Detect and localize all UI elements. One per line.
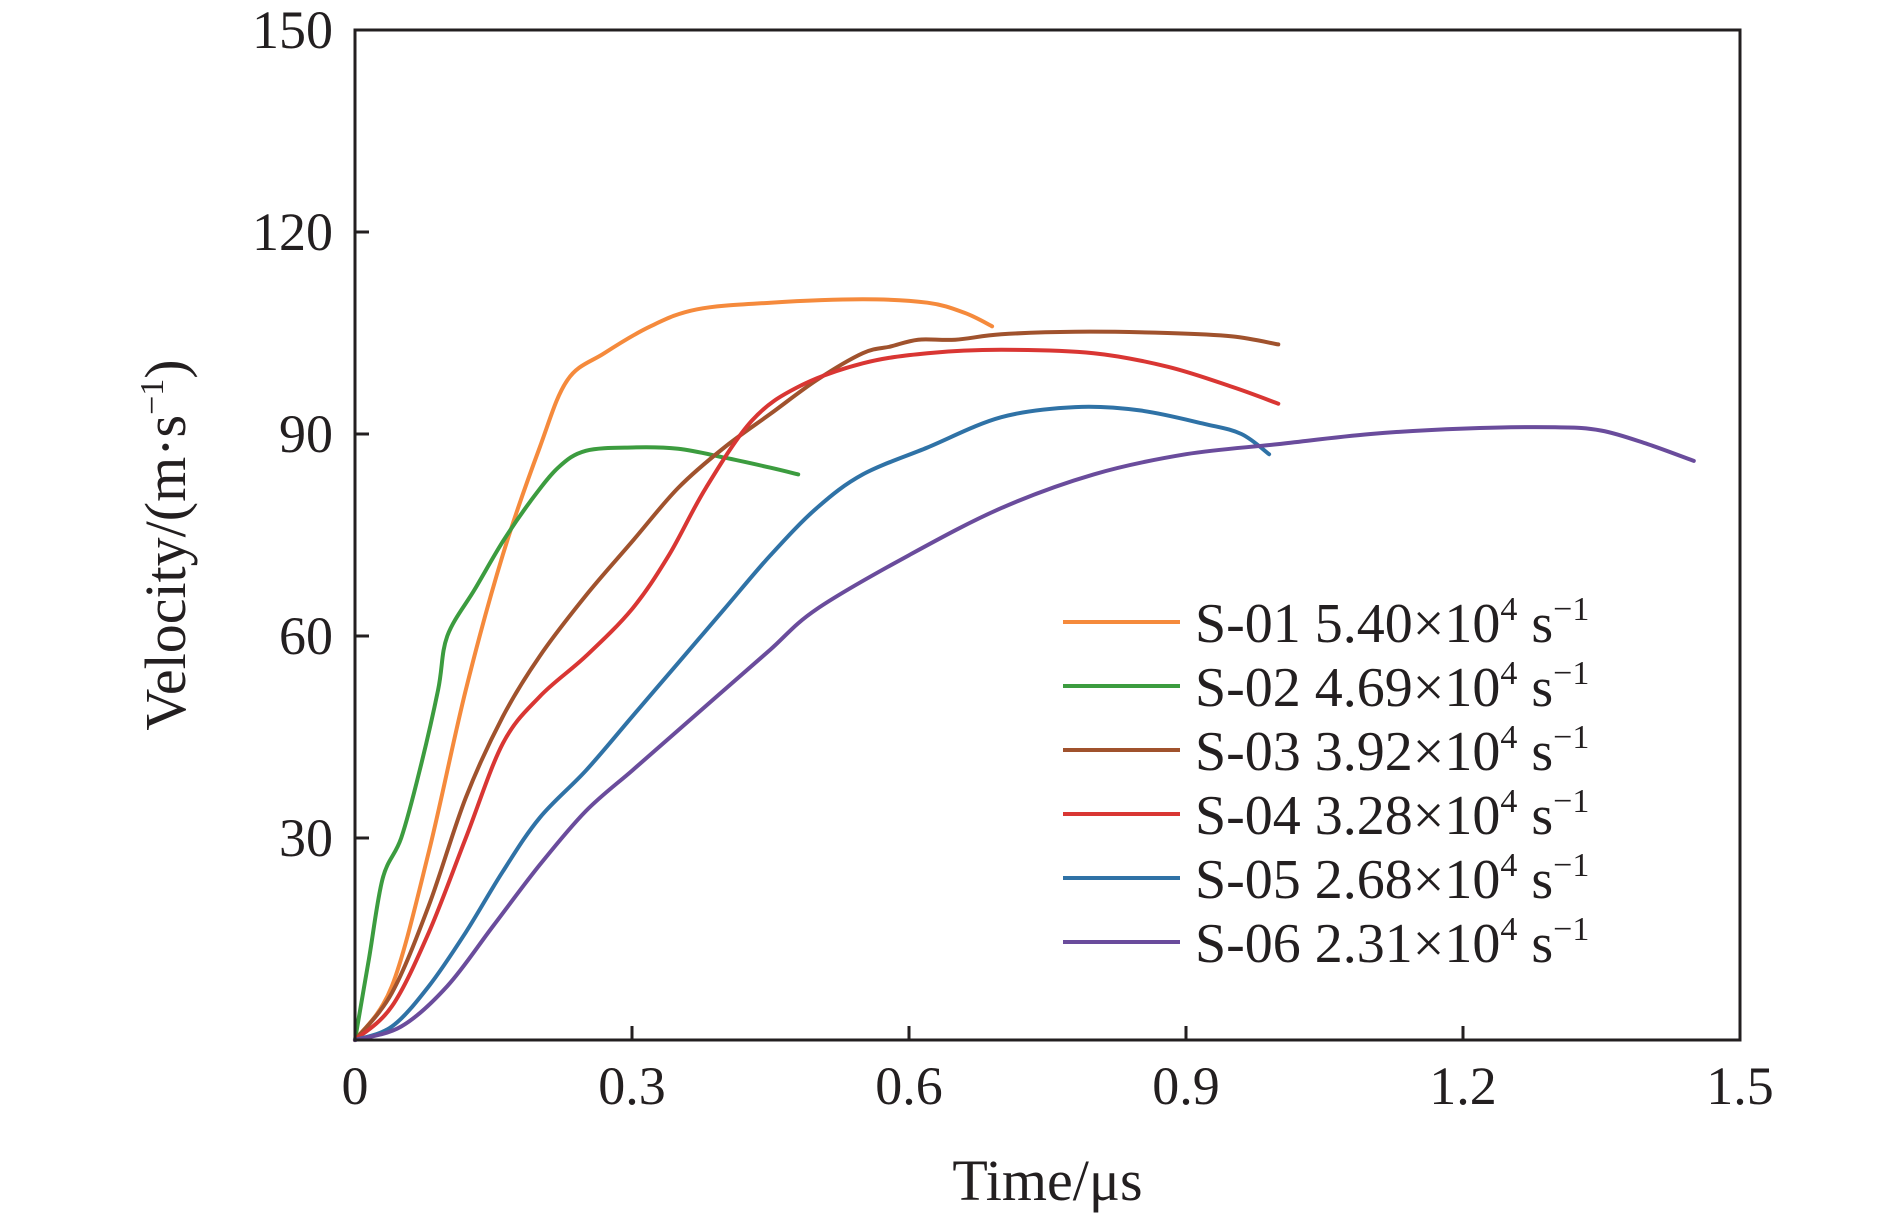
y-axis-title-close: ) (133, 359, 198, 378)
y-axis-title: Velocity/(m·s−1) (133, 359, 198, 730)
y-tick-label: 150 (252, 0, 333, 60)
y-tick-label: 120 (252, 202, 333, 262)
y-axis-title-text: Velocity/(m·s (133, 415, 198, 731)
series-layer (353, 297, 1696, 1042)
y-tick-label: 60 (279, 606, 333, 666)
axis-ticks (355, 230, 1465, 1040)
legend-label: S-05 2.68×104 s−1 (1195, 847, 1589, 911)
y-tick-label: 90 (279, 404, 333, 464)
x-tick-label: 1.5 (1706, 1056, 1774, 1116)
legend: S-01 5.40×104 s−1S-02 4.69×104 s−1S-03 3… (1063, 591, 1589, 975)
legend-item-s-02: S-02 4.69×104 s−1 (1063, 655, 1589, 719)
x-tick-label: 0.3 (598, 1056, 666, 1116)
series-line-s-04 (353, 347, 1281, 1042)
x-tick-label: 0 (342, 1056, 369, 1116)
legend-label: S-01 5.40×104 s−1 (1195, 591, 1589, 655)
axis-tick-labels: 0 0.3 0.6 0.9 1.2 1.5 30 60 90 120 150 (252, 0, 1774, 1116)
legend-item-s-05: S-05 2.68×104 s−1 (1063, 847, 1589, 911)
series-line-s-01 (353, 297, 995, 1042)
y-tick-label: 30 (279, 808, 333, 868)
x-tick-label: 0.9 (1152, 1056, 1220, 1116)
legend-item-s-03: S-03 3.92×104 s−1 (1063, 719, 1589, 783)
series-line-s-02 (353, 445, 801, 1042)
legend-label: S-04 3.28×104 s−1 (1195, 783, 1589, 847)
series-line-s-06 (353, 425, 1696, 1042)
x-tick-label: 1.2 (1429, 1056, 1497, 1116)
legend-label: S-06 2.31×104 s−1 (1195, 911, 1589, 975)
legend-label: S-03 3.92×104 s−1 (1195, 719, 1589, 783)
legend-item-s-06: S-06 2.31×104 s−1 (1063, 911, 1589, 975)
series-line-s-05 (353, 404, 1272, 1042)
x-axis-title: Time/μs (952, 1148, 1142, 1213)
y-axis-title-exponent: −1 (134, 379, 171, 415)
series-line-s-03 (353, 329, 1281, 1042)
legend-label: S-02 4.69×104 s−1 (1195, 655, 1589, 719)
legend-item-s-01: S-01 5.40×104 s−1 (1063, 591, 1589, 655)
x-tick-label: 0.6 (875, 1056, 943, 1116)
legend-item-s-04: S-04 3.28×104 s−1 (1063, 783, 1589, 847)
plot-frame (353, 28, 1742, 1042)
